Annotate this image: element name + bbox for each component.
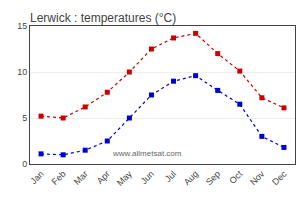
- svg-text:Mar: Mar: [72, 169, 90, 187]
- svg-text:Apr: Apr: [95, 169, 112, 186]
- svg-text:Jun: Jun: [139, 169, 156, 186]
- svg-text:Oct: Oct: [227, 168, 244, 185]
- svg-text:Feb: Feb: [50, 169, 68, 187]
- svg-text:Nov: Nov: [248, 168, 267, 187]
- svg-text:Aug: Aug: [182, 169, 200, 187]
- svg-text:www.allmetsat.com: www.allmetsat.com: [112, 149, 182, 158]
- svg-text:May: May: [115, 168, 134, 187]
- svg-text:5: 5: [22, 113, 27, 123]
- svg-text:Jul: Jul: [163, 169, 178, 184]
- svg-text:10: 10: [17, 67, 27, 77]
- svg-text:Jan: Jan: [28, 169, 45, 186]
- svg-text:Lerwick : temperatures (°C): Lerwick : temperatures (°C): [30, 11, 176, 25]
- svg-text:15: 15: [17, 21, 27, 31]
- svg-text:Sep: Sep: [204, 169, 222, 187]
- svg-text:0: 0: [22, 159, 27, 169]
- svg-text:Dec: Dec: [270, 168, 289, 187]
